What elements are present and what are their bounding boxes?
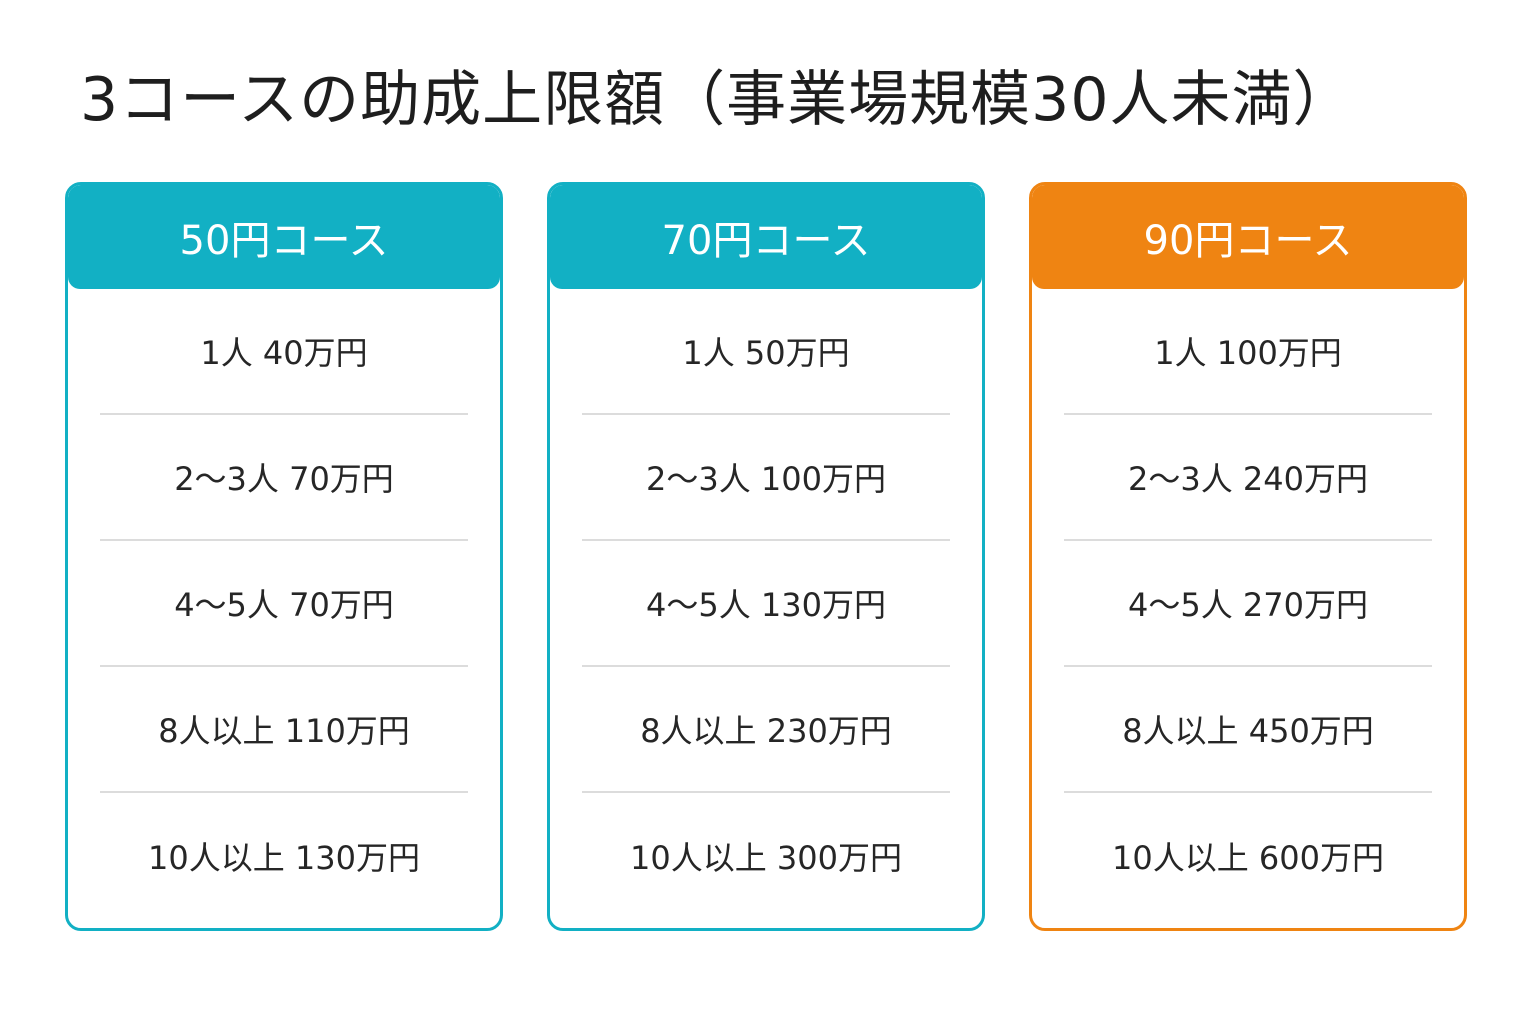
course-rows: 1人 100万円 2〜3人 240万円 4〜5人 270万円 8人以上 450万… (1032, 289, 1464, 919)
course-card-50: 50円コース 1人 40万円 2〜3人 70万円 4〜5人 70万円 8人以上 … (65, 182, 503, 931)
list-item: 10人以上 130万円 (148, 839, 420, 877)
list-item: 4〜5人 130万円 (582, 541, 950, 667)
course-card-header: 50円コース (68, 185, 500, 289)
list-item: 8人以上 230万円 (582, 667, 950, 793)
list-item: 2〜3人 100万円 (582, 415, 950, 541)
course-rows: 1人 40万円 2〜3人 70万円 4〜5人 70万円 8人以上 110万円 1… (68, 289, 500, 919)
list-item: 4〜5人 270万円 (1064, 541, 1432, 667)
list-item: 10人以上 300万円 (630, 839, 902, 877)
list-item: 1人 50万円 (582, 289, 950, 415)
course-rows: 1人 50万円 2〜3人 100万円 4〜5人 130万円 8人以上 230万円… (550, 289, 982, 919)
list-item: 2〜3人 240万円 (1064, 415, 1432, 541)
list-item: 2〜3人 70万円 (100, 415, 468, 541)
course-card-header: 90円コース (1032, 185, 1464, 289)
page-title: 3コースの助成上限額（事業場規模30人未満） (80, 65, 1354, 135)
list-item: 1人 100万円 (1064, 289, 1432, 415)
list-item: 8人以上 450万円 (1064, 667, 1432, 793)
list-item: 10人以上 600万円 (1112, 839, 1384, 877)
list-item: 8人以上 110万円 (100, 667, 468, 793)
list-item: 1人 40万円 (100, 289, 468, 415)
course-card-header: 70円コース (550, 185, 982, 289)
list-item: 4〜5人 70万円 (100, 541, 468, 667)
course-card-70: 70円コース 1人 50万円 2〜3人 100万円 4〜5人 130万円 8人以… (547, 182, 985, 931)
course-card-90: 90円コース 1人 100万円 2〜3人 240万円 4〜5人 270万円 8人… (1029, 182, 1467, 931)
